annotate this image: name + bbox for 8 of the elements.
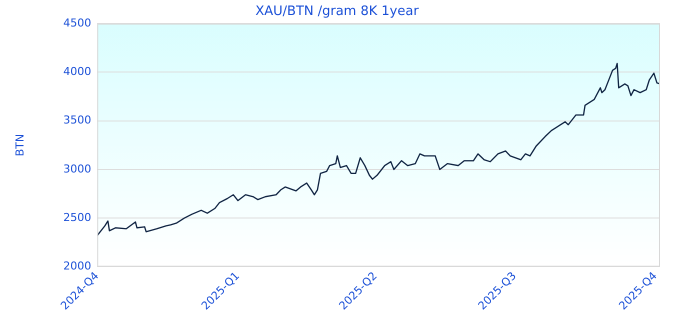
y-tick-label: 4000 <box>63 65 92 78</box>
y-tick-label: 2000 <box>63 260 92 273</box>
y-axis-title: BTN <box>13 134 26 156</box>
chart-title: XAU/BTN /gram 8K 1year <box>255 4 420 20</box>
y-tick-label: 2500 <box>63 210 92 224</box>
y-tick-label: 3000 <box>63 162 92 176</box>
y-tick-label: 4500 <box>63 16 92 30</box>
y-tick-label: 3500 <box>63 114 92 127</box>
